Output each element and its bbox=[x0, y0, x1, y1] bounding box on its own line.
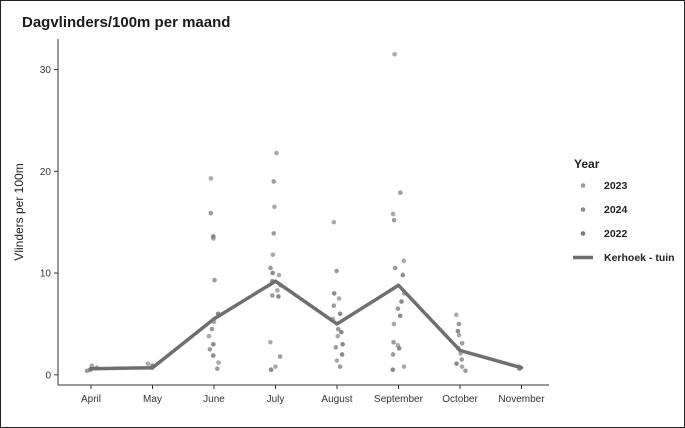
data-point-2024 bbox=[212, 277, 217, 283]
data-point-2022 bbox=[340, 341, 345, 347]
legend-label-line: Kerhoek - tuin bbox=[604, 252, 675, 264]
data-point-2022 bbox=[270, 270, 275, 276]
data-point-2022 bbox=[339, 352, 345, 357]
data-point-2023 bbox=[391, 321, 397, 327]
y-tick-label: 10 bbox=[40, 269, 52, 280]
legend-label-2023: 2023 bbox=[604, 180, 628, 192]
legend-title: Year bbox=[574, 157, 600, 171]
data-point-2023 bbox=[390, 211, 396, 217]
x-tick-label: June bbox=[203, 394, 225, 405]
data-point-2023 bbox=[334, 358, 340, 363]
data-point-2024 bbox=[333, 345, 339, 350]
data-point-2023 bbox=[145, 361, 151, 366]
data-point-2023 bbox=[331, 219, 337, 225]
legend-swatch-2022 bbox=[580, 231, 586, 236]
x-tick-label: May bbox=[143, 394, 162, 405]
data-point-2022 bbox=[210, 234, 216, 239]
legend-swatch-2024 bbox=[580, 207, 586, 212]
legend: Year 2023 2024 2022 Kerhoek - tuin bbox=[573, 157, 675, 264]
legend-label-2024: 2024 bbox=[604, 204, 628, 216]
data-point-2023 bbox=[336, 296, 342, 301]
data-point-2022 bbox=[396, 346, 402, 351]
x-tick-label: November bbox=[498, 394, 545, 405]
data-point-2022 bbox=[399, 299, 404, 304]
data-point-2024 bbox=[209, 326, 215, 332]
data-point-2023 bbox=[276, 272, 282, 278]
legend-swatch-2023 bbox=[580, 183, 586, 188]
data-point-2024 bbox=[459, 340, 465, 346]
data-point-2023 bbox=[272, 204, 277, 210]
data-point-2024 bbox=[463, 368, 468, 374]
y-axis-label: Vlinders per 100m bbox=[12, 163, 26, 260]
data-point-2022 bbox=[390, 367, 396, 373]
data-point-2023 bbox=[453, 312, 459, 318]
y-tick-label: 0 bbox=[45, 370, 51, 381]
x-tick-label: September bbox=[374, 394, 424, 405]
data-point-2024 bbox=[391, 339, 396, 345]
data-point-2023 bbox=[208, 176, 214, 181]
data-point-2024 bbox=[398, 190, 403, 195]
data-point-2024 bbox=[335, 326, 341, 332]
data-point-2024 bbox=[214, 366, 220, 372]
data-point-2023 bbox=[273, 364, 278, 369]
data-point-2022 bbox=[210, 353, 216, 358]
data-point-2023 bbox=[275, 288, 280, 293]
data-point-2022 bbox=[331, 291, 337, 296]
x-tick-label: October bbox=[442, 394, 478, 405]
data-point-2023 bbox=[206, 333, 212, 339]
data-point-2024 bbox=[331, 303, 337, 308]
data-point-2022 bbox=[454, 361, 459, 366]
data-point-2024 bbox=[390, 352, 396, 357]
data-point-2022 bbox=[455, 328, 461, 334]
data-point-2022 bbox=[268, 367, 274, 373]
data-point-2022 bbox=[339, 329, 344, 335]
x-tick-label: July bbox=[267, 394, 285, 405]
plot-area: 0 10 20 30 April May June July August September Oc… bbox=[40, 39, 549, 405]
chart-title: Dagvlinders/100m per maand bbox=[22, 14, 230, 31]
data-point-2022 bbox=[337, 311, 343, 317]
y-tick-label: 20 bbox=[40, 167, 52, 178]
data-point-2022 bbox=[211, 341, 216, 347]
data-point-2024 bbox=[395, 306, 401, 311]
x-tick-label: August bbox=[321, 394, 352, 405]
data-point-2024 bbox=[271, 179, 277, 184]
data-point-2023 bbox=[401, 364, 407, 369]
data-point-2024 bbox=[334, 268, 339, 274]
data-point-2024 bbox=[459, 357, 465, 362]
data-point-2024 bbox=[392, 265, 398, 271]
data-point-2024 bbox=[456, 321, 462, 327]
data-point-2023 bbox=[270, 252, 276, 258]
data-point-2024 bbox=[337, 364, 343, 369]
x-tick-label: April bbox=[81, 394, 101, 405]
data-point-2024 bbox=[207, 347, 213, 352]
data-point-2024 bbox=[277, 354, 283, 359]
data-point-2024 bbox=[391, 217, 397, 223]
data-point-2024 bbox=[271, 231, 277, 236]
data-point-2022 bbox=[400, 272, 406, 278]
data-point-2023 bbox=[456, 332, 462, 338]
data-point-2023 bbox=[216, 360, 221, 365]
data-point-2024 bbox=[268, 265, 273, 271]
data-point-2024 bbox=[270, 293, 275, 298]
data-point-2024 bbox=[208, 210, 214, 216]
data-point-2023 bbox=[401, 258, 407, 264]
data-point-2023 bbox=[392, 51, 397, 57]
data-point-2023 bbox=[268, 339, 273, 345]
data-point-2023 bbox=[335, 333, 341, 339]
y-tick-label: 30 bbox=[40, 65, 52, 76]
data-point-2023 bbox=[274, 150, 279, 156]
data-point-2022 bbox=[397, 313, 403, 319]
trend-line-kerhoek---tuin bbox=[89, 279, 524, 371]
data-point-2023 bbox=[459, 364, 465, 369]
legend-label-2022: 2022 bbox=[604, 228, 628, 240]
data-point-2022 bbox=[276, 294, 281, 299]
data-point-2023 bbox=[89, 363, 95, 368]
